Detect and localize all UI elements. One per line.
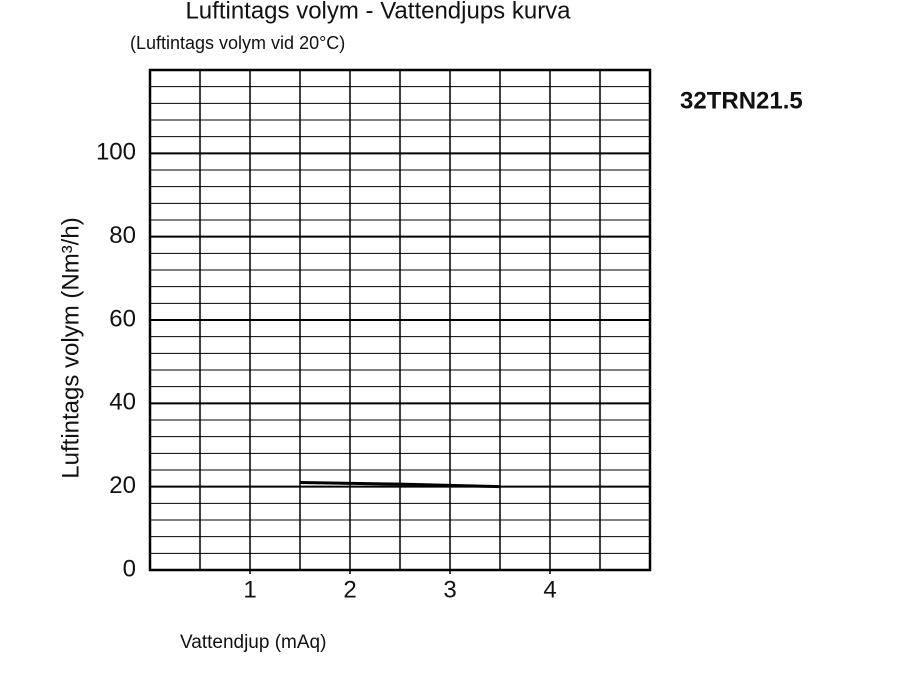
chart-title: Luftintags volym - Vattendjups kurva: [185, 0, 571, 24]
y-tick-label: 20: [109, 472, 136, 499]
x-tick-label: 3: [443, 576, 456, 603]
x-tick-label: 1: [243, 576, 256, 603]
y-tick-label: 0: [123, 555, 136, 582]
x-axis-label: Vattendjup (mAq): [180, 632, 326, 653]
y-tick-label: 60: [109, 305, 136, 332]
plot-frame: [148, 68, 652, 572]
y-tick-label: 100: [96, 139, 136, 166]
model-label: 32TRN21.5: [680, 87, 803, 114]
data-line: [299, 481, 501, 489]
x-tick-label: 2: [343, 576, 356, 603]
y-tick-label: 40: [109, 389, 136, 416]
y-tick-label: 80: [109, 222, 136, 249]
chart-subtitle: (Luftintags volym vid 20°C): [130, 33, 345, 53]
y-axis-label: Luftintags volym (Nm³/h): [57, 217, 84, 478]
x-tick-label: 4: [543, 576, 556, 603]
